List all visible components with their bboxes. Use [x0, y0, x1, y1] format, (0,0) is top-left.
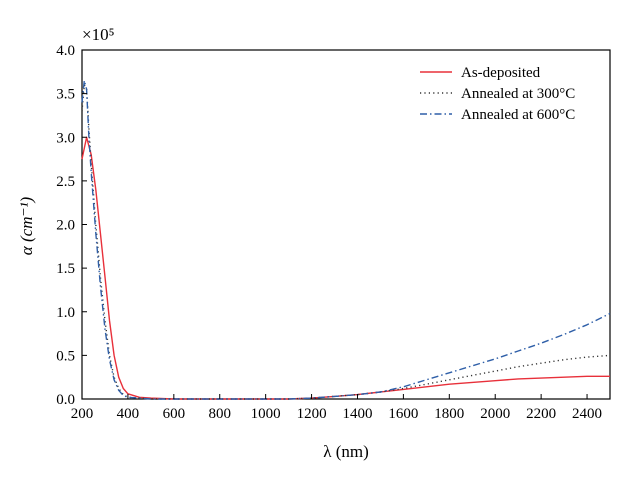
x-tick-label: 800: [208, 406, 231, 422]
x-axis: 200 400 600 800 1000 1200 1400 1600 1800 2000 2200…: [71, 394, 602, 422]
x-tick-label: 2400: [572, 406, 602, 422]
x-tick-label: 400: [117, 406, 140, 422]
x-tick-label: 1000: [251, 406, 281, 422]
series-line-3: [81, 79, 611, 400]
y-axis-label: α (cm⁻¹): [17, 196, 36, 255]
series-line-2: [81, 84, 611, 400]
y-tick-label: 2.0: [56, 218, 75, 234]
x-tick-label: 2000: [480, 406, 510, 422]
y-axis: 0.0 0.5 1.0 1.5 2.0 2.5 3.0 3.5 4.0: [56, 43, 87, 408]
x-tick-label: 1400: [342, 406, 372, 422]
x-axis-label: λ (nm): [323, 442, 369, 461]
x-tick-label: 600: [163, 406, 186, 422]
y-tick-label: 0.0: [56, 392, 75, 408]
x-tick-label: 2200: [526, 406, 556, 422]
x-tick-label: 1800: [434, 406, 464, 422]
legend: As-deposited Annealed at 300°C Annealed at…: [420, 65, 575, 123]
series-line-1: [81, 136, 610, 400]
y-tick-label: 3.0: [56, 130, 75, 146]
legend-label-3: Annealed at 600°C: [461, 107, 575, 123]
x-tick-label: 1200: [297, 406, 327, 422]
y-tick-label: 1.0: [56, 305, 75, 321]
y-tick-label: 3.5: [56, 87, 75, 103]
y-tick-label: 1.5: [56, 261, 75, 277]
y-multiplier-label: ×10⁵: [82, 25, 115, 44]
legend-label-2: Annealed at 300°C: [461, 86, 575, 102]
plot-area: [81, 49, 611, 400]
y-tick-label: 2.5: [56, 174, 75, 190]
y-tick-label: 0.5: [56, 348, 75, 364]
y-tick-label: 4.0: [56, 43, 75, 59]
series-layer: [81, 79, 611, 400]
legend-label-1: As-deposited: [461, 65, 541, 81]
x-tick-label: 1600: [388, 406, 418, 422]
x-tick-label: 200: [71, 406, 94, 422]
